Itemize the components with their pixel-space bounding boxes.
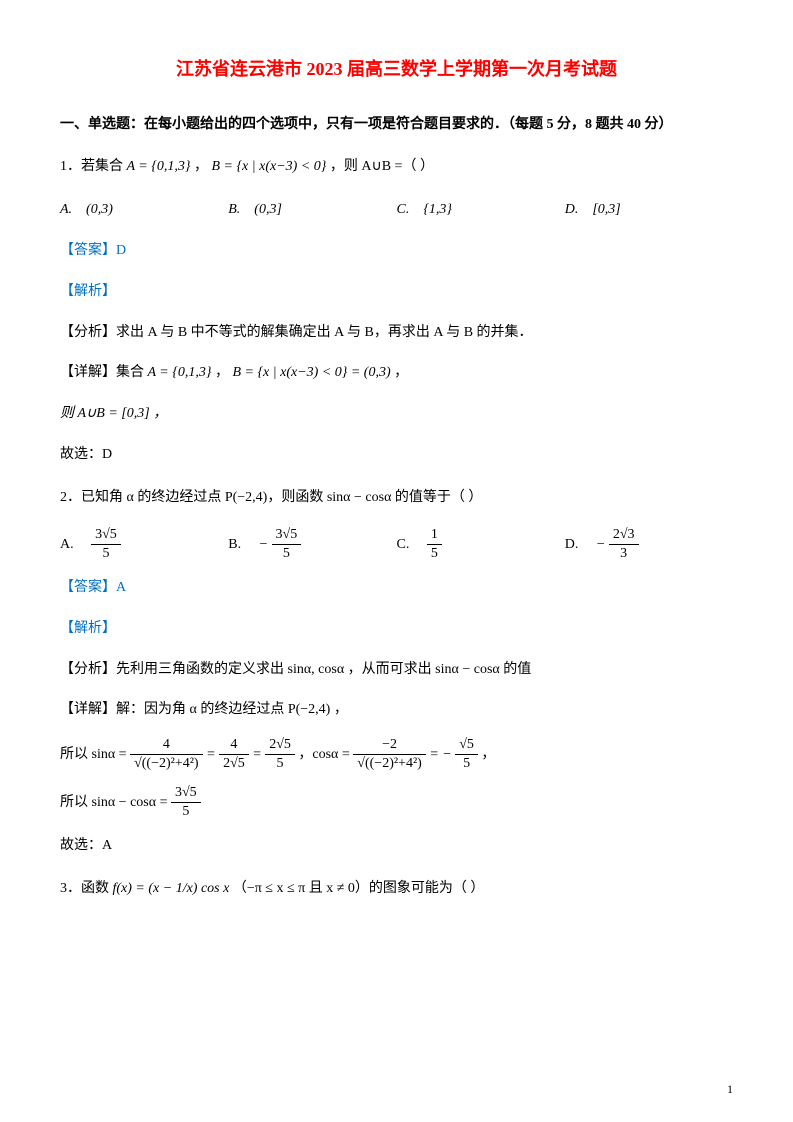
q3-fx: f(x) = (x − 1/x) cos x xyxy=(113,881,230,896)
q1-set-b: B = {x | x(x−3) < 0} xyxy=(211,159,326,174)
q2-option-c: C. 1 5 xyxy=(397,526,565,563)
q1-detail-join: ， xyxy=(215,365,229,380)
q2-detail-l1: 【详解】解：因为角 α 的终边经过点 P(−2,4) ， xyxy=(60,695,733,726)
q2-d-sign: − xyxy=(596,536,605,551)
q2-result: 所以 sinα − cosα = 3√5 5 xyxy=(60,784,733,821)
q1-stem-prefix: 1．若集合 xyxy=(60,159,127,174)
q2-sin-f2-den: 2√5 xyxy=(219,755,249,773)
q2-cos-f2-den: 5 xyxy=(455,755,478,773)
q2-opt-a-label: A. xyxy=(60,536,74,551)
q2-sin-f1-num: 4 xyxy=(130,736,203,755)
question-2: 2．已知角 α 的终边经过点 P(−2,4)，则函数 sinα − cosα 的… xyxy=(60,483,733,514)
q2-opt-b-label: B. xyxy=(228,536,241,551)
section-heading: 一、单选题：在每小题给出的四个选项中，只有一项是符合题目要求的．（每题 5 分，… xyxy=(60,110,733,141)
q2-l2-prefix: 所以 sinα = xyxy=(60,747,130,762)
q2-d-num: 2√3 xyxy=(609,526,639,545)
q1-detail-prefix: 【详解】集合 xyxy=(60,365,148,380)
q2-d-den: 3 xyxy=(609,545,639,563)
q1-option-b: B. (0,3] xyxy=(228,195,396,226)
q1-set-a: A = {0,1,3} xyxy=(127,159,191,174)
q2-fenxi: 【分析】先利用三角函数的定义求出 sinα, cosα ，从而可求出 sinα … xyxy=(60,655,733,686)
q1-detail-a: A = {0,1,3} xyxy=(148,365,212,380)
q1-detail-b: B = {x | x(x−3) < 0} = (0,3) xyxy=(232,365,390,380)
q2-result-num: 3√5 xyxy=(171,784,201,803)
q1-answer: 【答案】D xyxy=(60,236,733,267)
q2-cos-suffix: ， xyxy=(481,747,495,762)
q2-b-num: 3√5 xyxy=(272,526,302,545)
q2-opt-d-label: D. xyxy=(565,536,579,551)
q2-a-den: 5 xyxy=(91,545,121,563)
question-3: 3．函数 f(x) = (x − 1/x) cos x （−π ≤ x ≤ π … xyxy=(60,874,733,905)
q1-detail: 【详解】集合 A = {0,1,3} ， B = {x | x(x−3) < 0… xyxy=(60,358,733,389)
q2-sin-f1-den: √((−2)²+4²) xyxy=(130,755,203,773)
q2-option-d: D. − 2√3 3 xyxy=(565,526,733,563)
q2-detail-l2: 所以 sinα = 4 √((−2)²+4²) = 4 2√5 = 2√5 5 … xyxy=(60,736,733,773)
q2-cos-f1-den: √((−2)²+4²) xyxy=(353,755,426,773)
q2-opt-c-label: C. xyxy=(397,536,410,551)
q2-option-a: A. 3√5 5 xyxy=(60,526,228,563)
q1-union: 则 A∪B = [0,3] ， xyxy=(60,399,733,430)
q2-options: A. 3√5 5 B. − 3√5 5 C. 1 5 D. − 2√3 3 xyxy=(60,526,733,563)
q2-option-b: B. − 3√5 5 xyxy=(228,526,396,563)
q1-options: A. (0,3) B. (0,3] C. {1,3} D. [0,3] xyxy=(60,195,733,226)
q1-option-d: D. [0,3] xyxy=(565,195,733,226)
q2-cos-eq: = − xyxy=(429,747,451,762)
q2-sin-f3-den: 5 xyxy=(265,755,295,773)
q2-cos-f2-num: √5 xyxy=(455,736,478,755)
q2-cos-label: ，cosα = xyxy=(298,747,353,762)
page-number: 1 xyxy=(727,1076,733,1102)
q3-stem-prefix: 3．函数 xyxy=(60,881,113,896)
q2-b-sign: − xyxy=(259,536,268,551)
q2-result-den: 5 xyxy=(171,803,201,821)
q2-sin-f2-num: 4 xyxy=(219,736,249,755)
q2-choice: 故选：A xyxy=(60,831,733,862)
q1-join: ， xyxy=(194,159,208,174)
q1-detail-suffix: ， xyxy=(394,365,408,380)
q2-result-prefix: 所以 sinα − cosα = xyxy=(60,794,171,809)
q2-cos-f1-num: −2 xyxy=(353,736,426,755)
q2-b-den: 5 xyxy=(272,545,302,563)
q2-a-num: 3√5 xyxy=(91,526,121,545)
exam-title: 江苏省连云港市 2023 届高三数学上学期第一次月考试题 xyxy=(60,50,733,90)
q2-c-num: 1 xyxy=(427,526,442,545)
q1-choice: 故选：D xyxy=(60,440,733,471)
q2-c-den: 5 xyxy=(427,545,442,563)
q1-fenxi: 【分析】求出 A 与 B 中不等式的解集确定出 A 与 B，再求出 A 与 B … xyxy=(60,318,733,349)
question-1: 1．若集合 A = {0,1,3} ， B = {x | x(x−3) < 0}… xyxy=(60,152,733,183)
q1-option-a: A. (0,3) xyxy=(60,195,228,226)
q1-option-c: C. {1,3} xyxy=(397,195,565,226)
q1-stem-suffix: ，则 A∪B =（ ） xyxy=(330,159,434,174)
q3-domain: （−π ≤ x ≤ π 且 x ≠ 0）的图象可能为（ ） xyxy=(233,881,485,896)
q2-analysis-label: 【解析】 xyxy=(60,614,733,645)
q1-analysis-label: 【解析】 xyxy=(60,277,733,308)
q2-answer: 【答案】A xyxy=(60,573,733,604)
q2-sin-f3-num: 2√5 xyxy=(265,736,295,755)
